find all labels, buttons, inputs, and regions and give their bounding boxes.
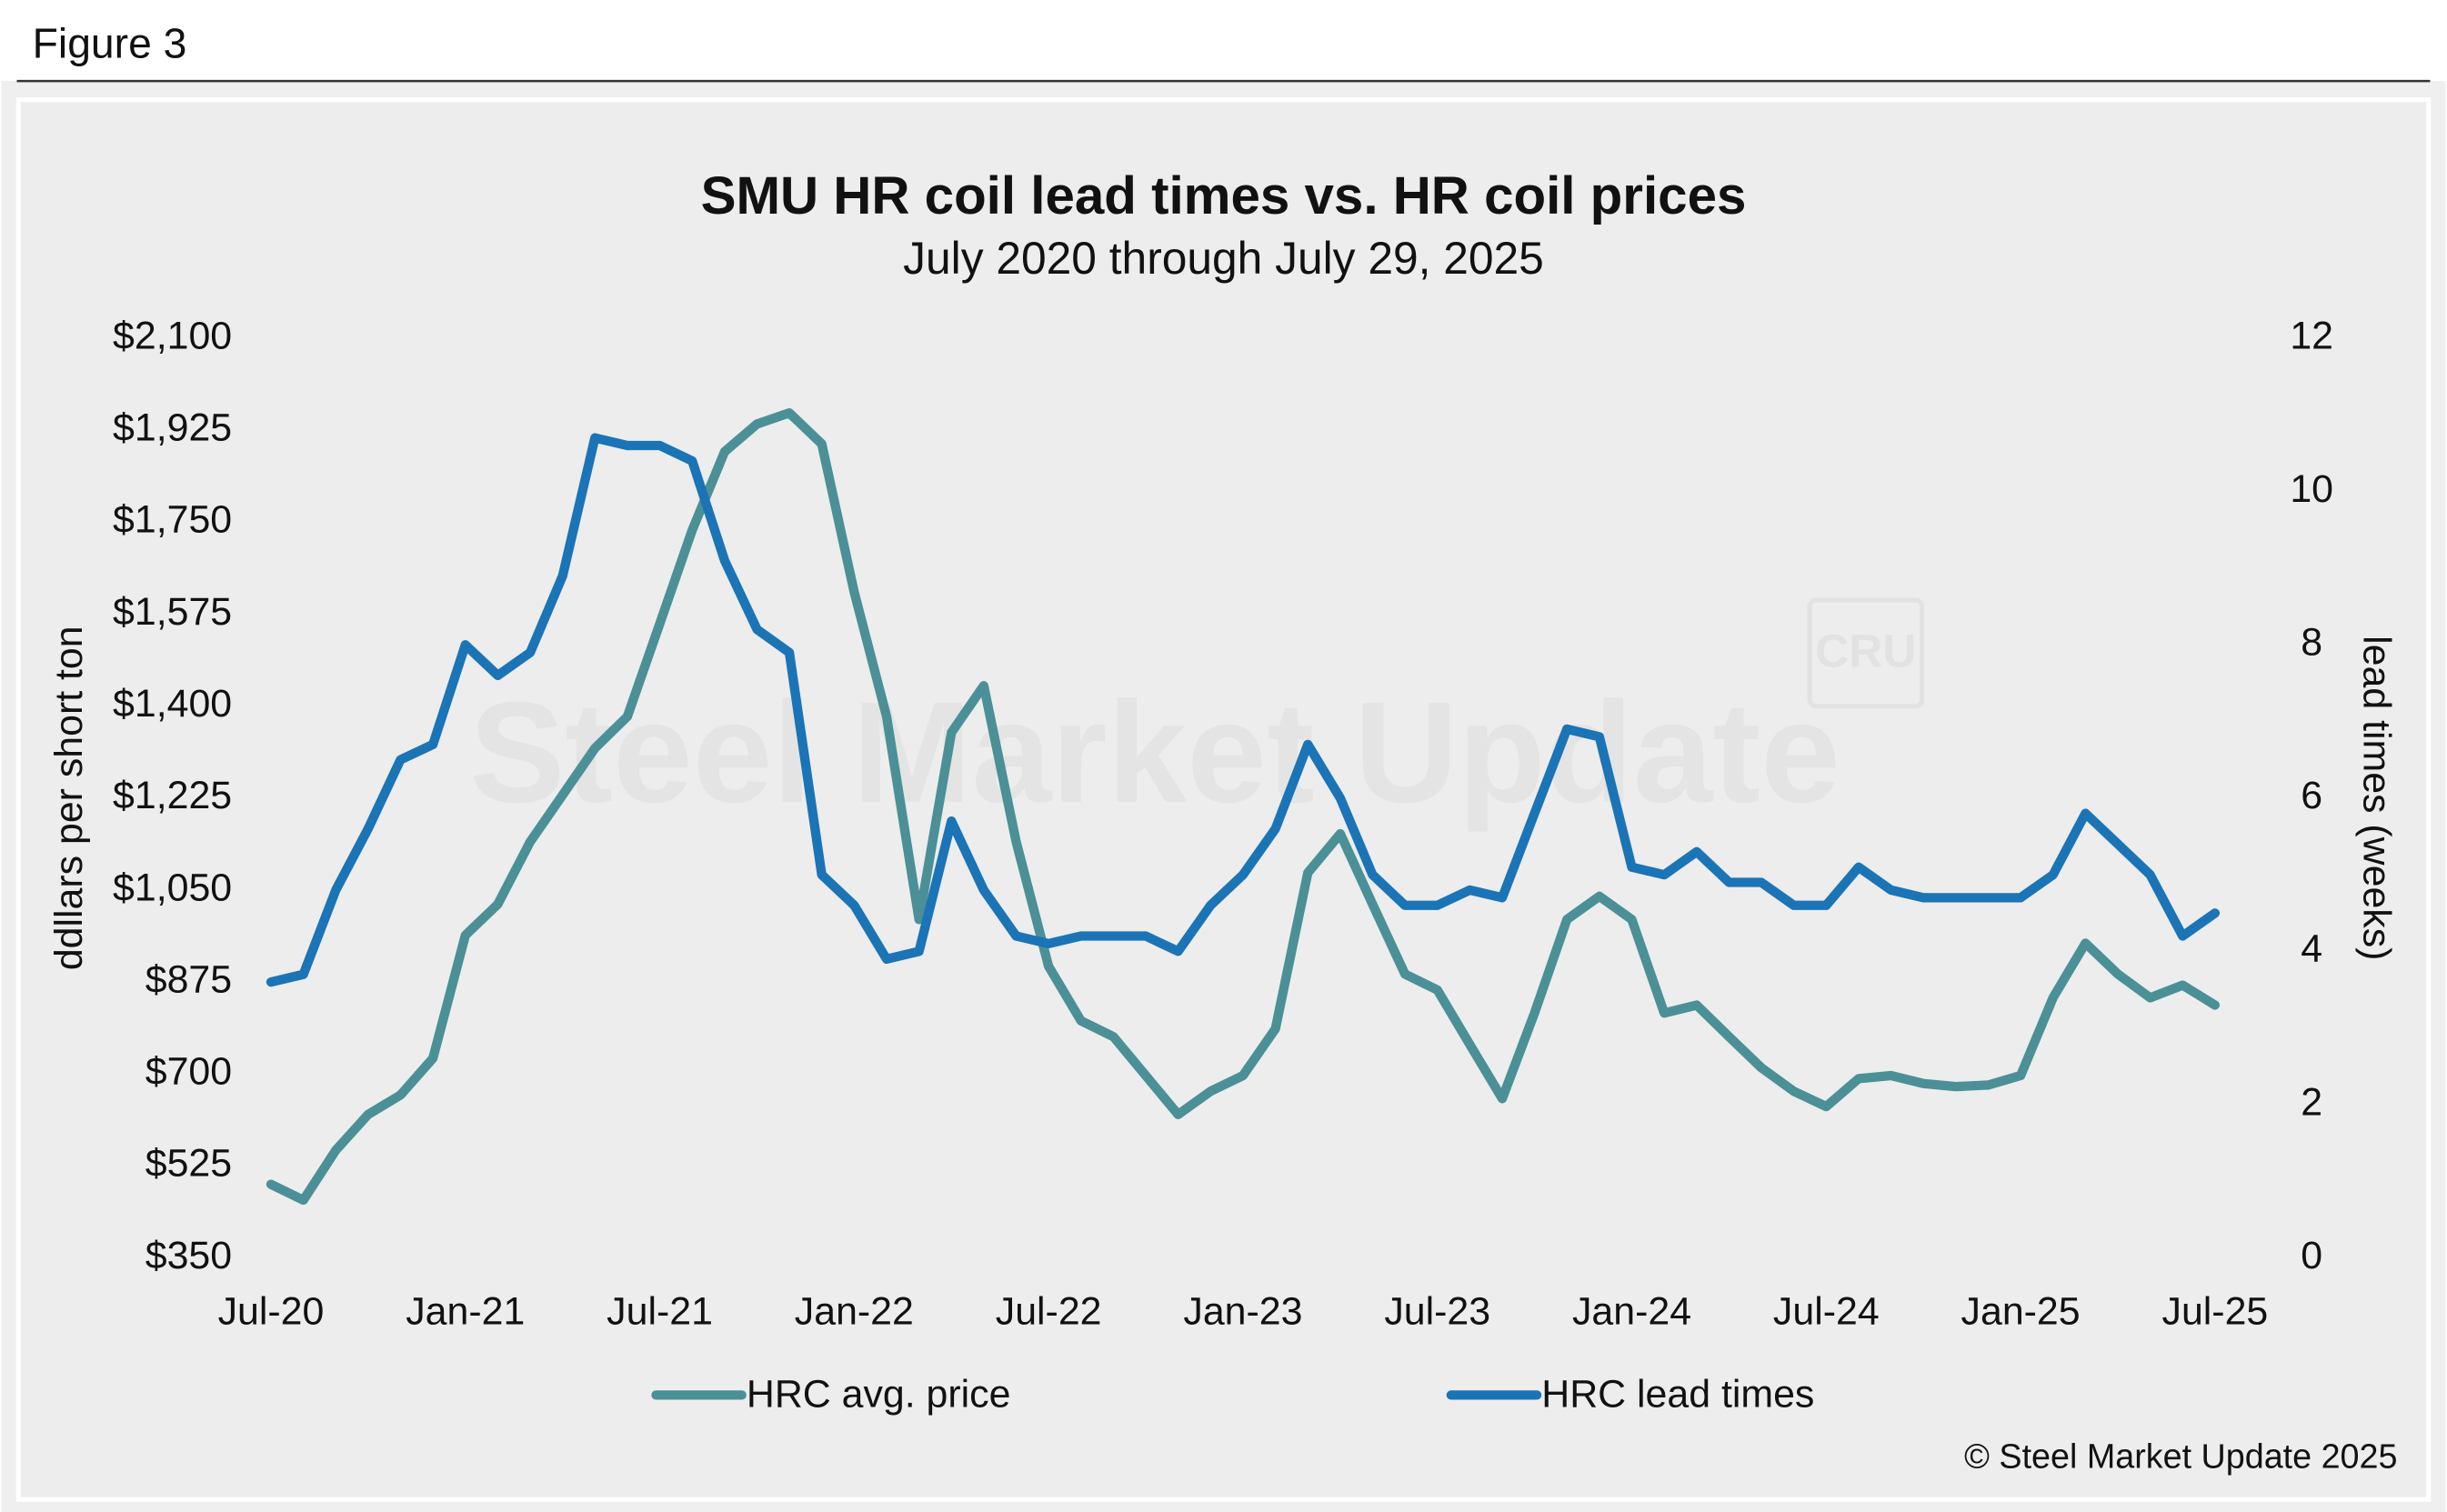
credit: © Steel Market Update 2025 xyxy=(1964,1437,2397,1476)
y-tick-label: $350 xyxy=(145,1234,232,1277)
y-tick-label: $2,100 xyxy=(113,314,232,357)
legend-label: HRC avg. price xyxy=(747,1372,1011,1416)
figure-label: Figure 3 xyxy=(33,20,187,67)
x-tick-label: Jul-21 xyxy=(607,1290,713,1334)
x-tick-label: Jul-24 xyxy=(1773,1290,1880,1334)
header-band xyxy=(1,0,2446,82)
x-tick-label: Jul-25 xyxy=(2162,1290,2269,1334)
y2-tick-label: 10 xyxy=(2290,467,2333,511)
x-tick-label: Jul-22 xyxy=(996,1290,1102,1334)
x-tick-label: Jul-23 xyxy=(1384,1290,1490,1334)
y-tick-label: $1,400 xyxy=(113,682,232,726)
y2-axis-label: lead times (weeks) xyxy=(2354,636,2398,960)
series-line xyxy=(266,408,2221,1206)
y-tick-label: $525 xyxy=(145,1142,232,1186)
x-tick-label: Jan-24 xyxy=(1572,1290,1691,1334)
x-tick-label: Jan-21 xyxy=(406,1290,525,1334)
watermark-logo: CRU xyxy=(1815,625,1916,677)
y-tick-label: $1,050 xyxy=(113,866,232,909)
chart-subtitle: July 2020 through July 29, 2025 xyxy=(903,233,1544,284)
y2-tick-label: 0 xyxy=(2301,1234,2322,1277)
y-tick-label: $875 xyxy=(145,957,232,1001)
x-tick-label: Jan-22 xyxy=(795,1290,914,1334)
series-line xyxy=(266,433,2221,987)
y2-tick-label: 8 xyxy=(2301,621,2322,665)
x-tick-label: Jan-25 xyxy=(1961,1290,2081,1334)
y-tick-label: $1,750 xyxy=(113,498,232,542)
y2-tick-label: 6 xyxy=(2301,774,2322,817)
y-tick-label: $1,225 xyxy=(113,774,232,817)
y-tick-label: $1,575 xyxy=(113,590,232,634)
watermark: Steel Market Update xyxy=(469,673,1840,833)
chart-title: SMU HR coil lead times vs. HR coil price… xyxy=(701,166,1747,225)
x-tick-label: Jan-23 xyxy=(1183,1290,1302,1334)
y2-tick-label: 2 xyxy=(2301,1080,2322,1124)
y-axis-label: ddllars per short ton xyxy=(47,626,91,970)
y-tick-label: $700 xyxy=(145,1050,232,1094)
legend-label: HRC lead times xyxy=(1541,1372,1814,1416)
y-tick-label: $1,925 xyxy=(113,406,232,450)
y2-tick-label: 4 xyxy=(2301,927,2322,971)
y2-tick-label: 12 xyxy=(2290,314,2333,357)
x-tick-label: Jul-20 xyxy=(218,1290,325,1334)
chart-frame xyxy=(15,97,2432,1502)
watermark-logo-box xyxy=(1807,597,1925,709)
